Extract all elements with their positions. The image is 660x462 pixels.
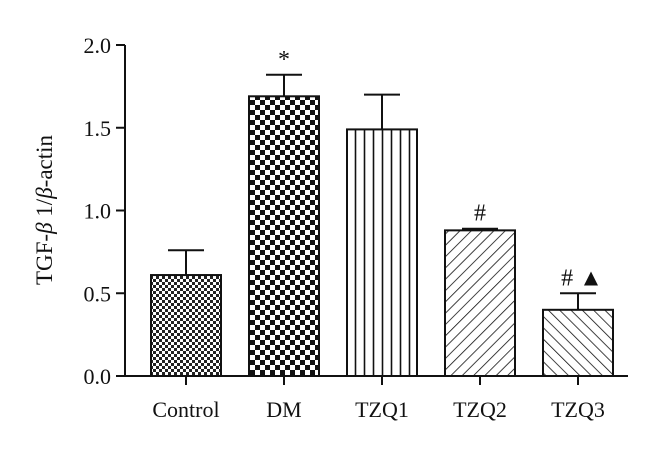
- x-tick-label: Control: [152, 397, 219, 422]
- bar-tzq1: [346, 128, 418, 377]
- bar-dm: [248, 95, 320, 378]
- significance-marker: *: [278, 47, 290, 73]
- significance-marker: #: [474, 201, 486, 227]
- bars-group: [150, 73, 614, 378]
- y-tick-label: 2.0: [84, 33, 112, 58]
- y-tick-label: 0.0: [84, 364, 112, 389]
- x-tick-label: DM: [266, 397, 301, 422]
- significance-marker: # ▲: [561, 265, 603, 291]
- x-axis: [125, 375, 628, 385]
- bar-tzq3: [542, 308, 614, 377]
- y-tick-label: 0.5: [84, 281, 112, 306]
- bar-tzq2: [444, 229, 516, 377]
- labels-group: Control DM * TZQ1 TZQ2 # TZQ3 # ▲: [152, 47, 605, 422]
- bar-control: [150, 274, 222, 378]
- x-tick-label: TZQ3: [551, 397, 605, 422]
- y-tick-label: 1.5: [84, 116, 112, 141]
- y-tick-label: 1.0: [84, 199, 112, 224]
- x-tick-label: TZQ1: [355, 397, 409, 422]
- x-tick-label: TZQ2: [453, 397, 507, 422]
- y-axis-label: TGF-β 1/β-actin: [32, 134, 57, 285]
- y-axis: 0.0 0.5 1.0 1.5 2.0: [84, 33, 126, 389]
